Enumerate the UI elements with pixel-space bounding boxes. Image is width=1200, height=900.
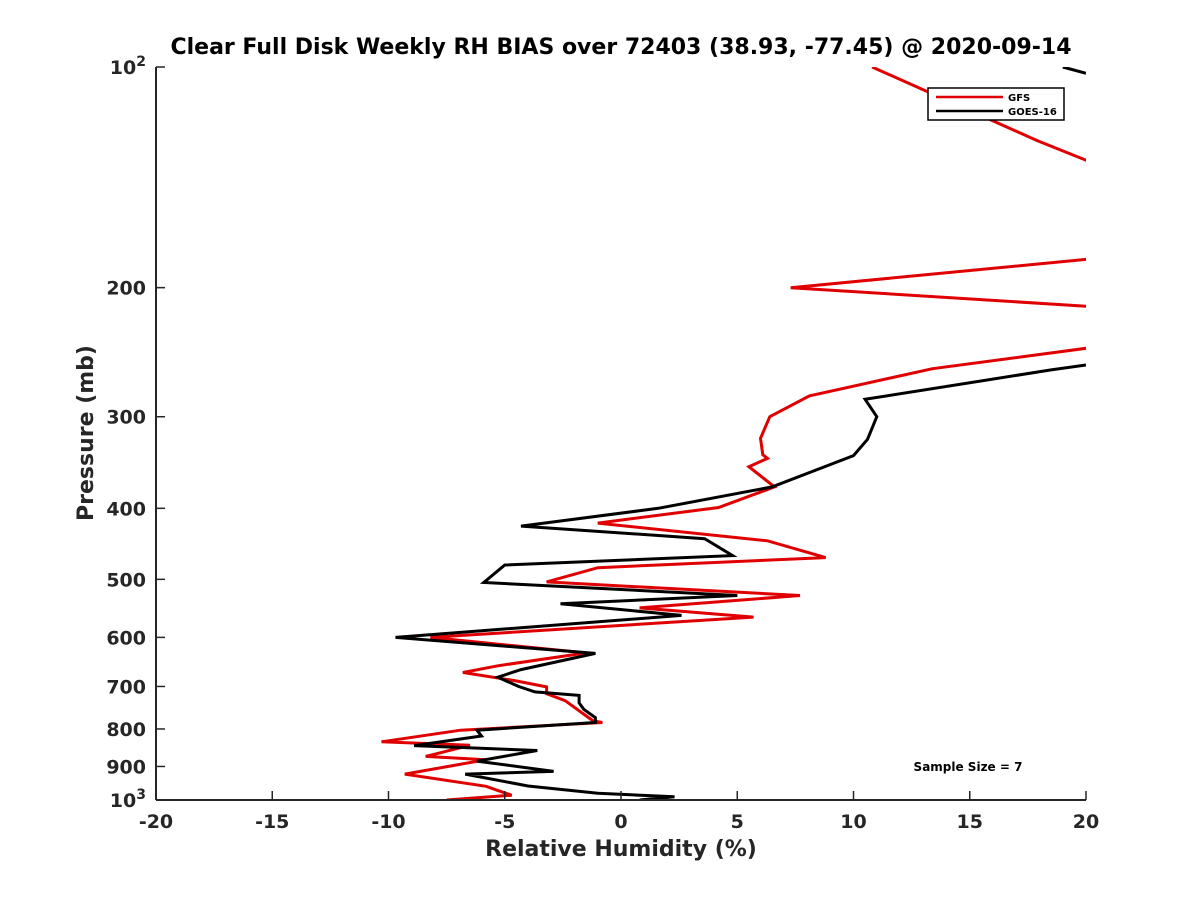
y-tick-label: 700 [106,676,146,698]
axes [155,67,1086,801]
y-tick-label: 600 [106,627,146,649]
y-tick-label: 500 [106,569,146,591]
y-tick-label: 200 [106,278,146,300]
y-tick-label: 102 [110,54,146,79]
x-tick-label: 0 [614,811,627,833]
legend-label-gfs: GFS [1008,93,1030,104]
x-tick-label: -15 [255,811,289,833]
legend-label-goes-16: GOES-16 [1008,107,1057,118]
x-tick-label: 15 [957,811,983,833]
x-tick-label: 10 [840,811,866,833]
plot-area [381,67,1086,800]
x-tick-label: -10 [371,811,405,833]
sample-size-annotation: Sample Size = 7 [914,760,1023,774]
y-tick-label: 300 [106,407,146,429]
legend-box [927,87,1065,121]
y-tick-label: 900 [106,756,146,778]
chart-title: Clear Full Disk Weekly RH BIAS over 7240… [170,35,1071,60]
x-ticks: -20 -15 -10 -5 0 5 10 15 20 [139,791,1099,833]
series-line-goes-16 [395,67,1086,800]
x-tick-label: -5 [494,811,515,833]
legend: GFS GOES-16 [927,87,1065,121]
y-ticks: 102 200 300 400 500 600 700 800 900 103 [106,54,165,812]
series-line-gfs [381,67,1086,800]
y-tick-label: 103 [110,787,146,812]
x-tick-label: -20 [139,811,173,833]
x-tick-label: 20 [1073,811,1099,833]
x-tick-label: 5 [731,811,744,833]
y-tick-label: 400 [106,498,146,520]
y-axis-label: Pressure (mb) [74,345,99,521]
x-axis-label: Relative Humidity (%) [485,837,757,862]
y-tick-label: 800 [106,719,146,741]
